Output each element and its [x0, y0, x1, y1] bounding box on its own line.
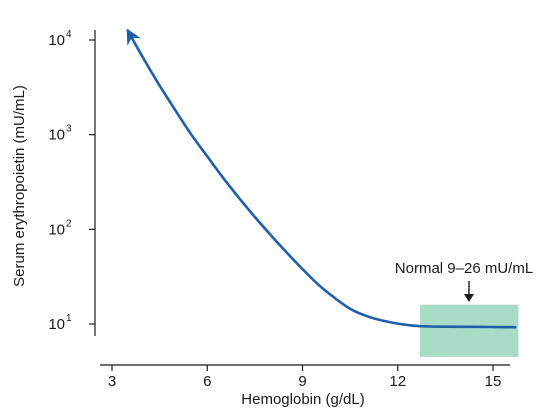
x-tick-label: 15	[485, 373, 502, 390]
y-tick-label: 10	[48, 316, 65, 333]
x-tick-label: 12	[389, 373, 406, 390]
y-tick-label: 10	[48, 32, 65, 49]
normal-range-box	[419, 304, 519, 357]
y-tick-exponent: 1	[66, 313, 72, 324]
x-axis-title: Hemoglobin (g/dL)	[241, 391, 364, 408]
y-axis-title: Serum erythropoietin (mU/mL)	[11, 85, 28, 287]
x-tick-label: 9	[298, 373, 306, 390]
y-tick-exponent: 4	[66, 29, 72, 40]
y-tick-label: 10	[48, 127, 65, 144]
x-tick-label: 6	[203, 373, 211, 390]
y-tick-exponent: 2	[66, 218, 72, 229]
annotation-arrow-head	[464, 294, 474, 302]
epo-hemoglobin-curve	[126, 28, 517, 329]
y-tick-exponent: 3	[66, 124, 72, 135]
x-tick-label: 3	[108, 373, 116, 390]
y-tick-label: 10	[48, 221, 65, 238]
normal-range-label: Normal 9–26 mU/mL	[395, 260, 533, 277]
